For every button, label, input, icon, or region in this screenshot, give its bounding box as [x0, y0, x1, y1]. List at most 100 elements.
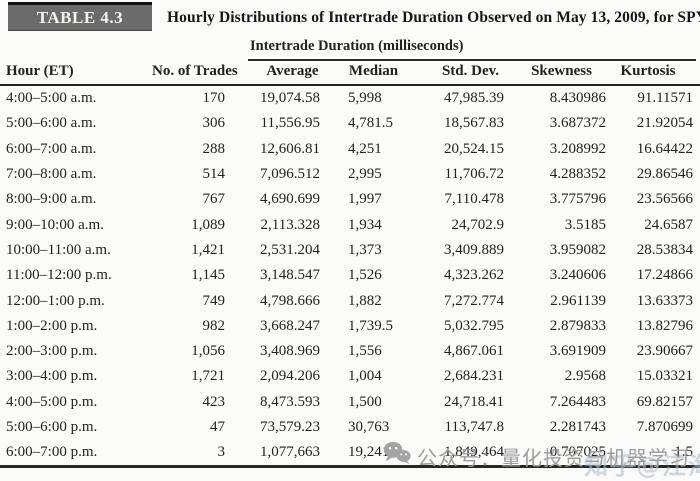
table-body: 4:00–5:00 a.m. 170 19,074.58 5,998 47,985.39… [0, 85, 700, 469]
value-cell: 19,074.58 [260, 90, 320, 107]
span-header-row: Intertrade Duration (milliseconds) [0, 38, 700, 59]
value-cell: 3.5185 [564, 216, 606, 233]
value-cell: 1,934 [348, 216, 382, 233]
hour-cell: 5:00–6:00 p.m. [6, 419, 98, 435]
value-cell: 3 [152, 440, 230, 469]
value-cell: 2.879833 [549, 317, 606, 334]
value-cell: 4,323.262 [444, 267, 504, 284]
span-header-intertrade-duration: Intertrade Duration (milliseconds) [250, 38, 464, 54]
table-row: 2:00–3:00 p.m. 1,056 3,408.969 1,556 4,867.0… [0, 339, 700, 364]
value-cell: 21.92054 [636, 115, 694, 132]
hour-cell: 10:00–11:00 a.m. [6, 241, 111, 258]
value-cell: 982 [202, 317, 226, 334]
value-cell: 7,272.774 [444, 292, 504, 309]
value-cell: 23.90667 [636, 343, 694, 360]
hour-cell: 1:00–2:00 p.m. [6, 317, 98, 334]
value-cell: 18,567.83 [444, 115, 504, 132]
value-cell: 2,113.328 [260, 216, 320, 233]
value-cell: 3.240606 [549, 267, 606, 284]
value-cell: 3,668.247 [260, 317, 320, 334]
column-header-hour: Hour (ET) [0, 59, 152, 86]
table-title: Hourly Distributions of Intertrade Durat… [167, 9, 700, 26]
hour-cell: 12:00–1:00 p.m. [6, 292, 105, 309]
hour-cell: 5:00–6:00 a.m. [6, 115, 97, 132]
value-cell: 3,408.969 [260, 343, 320, 360]
hour-cell: 4:00–5:00 p.m. [6, 393, 98, 410]
value-cell: 1,089 [191, 216, 225, 233]
value-cell: 12,606.81 [260, 140, 320, 157]
value-cell: 7.264483 [549, 393, 606, 410]
value-cell: 11,556.95 [260, 115, 320, 132]
column-header-median: Median [325, 59, 400, 86]
span-header-underline [248, 59, 696, 61]
column-header-row: Hour (ET) No. of Trades Average Median S… [0, 59, 700, 86]
value-cell: 5,998 [348, 90, 382, 107]
value-cell: 16.64422 [636, 140, 694, 157]
value-cell: 15.03321 [636, 368, 694, 385]
value-cell: 113,747.8 [444, 419, 504, 435]
value-cell: 3.691909 [549, 343, 606, 360]
value-cell: 4,798.666 [260, 292, 320, 309]
value-cell: 2,531.204 [260, 241, 320, 258]
value-cell: 3.208992 [549, 140, 606, 157]
value-cell: 1,500 [348, 393, 382, 410]
value-cell: 29.86546 [636, 166, 694, 183]
table-row: 8:00–9:00 a.m. 767 4,690.699 1,997 7,110.478… [0, 187, 700, 212]
value-cell: 423 [202, 393, 226, 410]
value-cell: 28.53834 [636, 241, 694, 258]
value-cell: 1,526 [348, 267, 382, 284]
column-header-average: Average [230, 59, 325, 86]
value-cell: 1.5 [608, 440, 700, 469]
value-cell: 23.56566 [636, 191, 694, 208]
value-cell: 2.281743 [549, 419, 606, 435]
value-cell: 3.959082 [549, 241, 606, 258]
value-cell: 91.11571 [637, 90, 694, 107]
value-cell: 170 [202, 90, 226, 107]
value-cell: 7,096.512 [260, 166, 320, 183]
value-cell: 73,579.23 [260, 419, 320, 435]
hour-cell: 9:00–10:00 a.m. [6, 216, 104, 233]
hour-cell: 2:00–3:00 p.m. [6, 343, 98, 360]
value-cell: 11,706.72 [444, 166, 504, 183]
value-cell: 0.707025 [507, 440, 608, 469]
value-cell: 20,524.15 [444, 140, 504, 157]
hour-cell: 3:00–4:00 p.m. [6, 368, 98, 385]
value-cell: 4,251 [348, 140, 382, 157]
table-row: 10:00–11:00 a.m. 1,421 2,531.204 1,373 3,409… [0, 238, 700, 263]
value-cell: 2,684.231 [444, 368, 504, 385]
value-cell: 2,094.206 [260, 368, 320, 385]
value-cell: 24,702.9 [451, 216, 505, 233]
span-header-spacer [0, 38, 230, 59]
value-cell: 8,473.593 [260, 393, 320, 410]
value-cell: 13.63373 [636, 292, 694, 309]
table-row: 4:00–5:00 p.m. 423 8,473.593 1,500 24,718.41… [0, 390, 700, 415]
value-cell: 1,145 [191, 267, 225, 284]
value-cell: 1,077,663 [230, 440, 325, 469]
hour-cell: 7:00–8:00 a.m. [6, 166, 97, 183]
table-row: 4:00–5:00 a.m. 170 19,074.58 5,998 47,985.39… [0, 85, 700, 111]
value-cell: 1,721 [191, 368, 225, 385]
value-cell: 1,556 [348, 343, 382, 360]
table-row: 6:00–7:00 a.m. 288 12,606.81 4,251 20,524.15… [0, 137, 700, 162]
value-cell: 2,995 [348, 166, 382, 183]
column-header-kurtosis: Kurtosis [608, 59, 700, 86]
table-row: 6:00–7:00 p.m. 3 1,077,663 19,241 1,849,464 0… [0, 440, 700, 469]
value-cell: 1,373 [348, 241, 382, 258]
value-cell: 1,739.5 [348, 317, 393, 334]
wechat-icon [383, 441, 411, 465]
value-cell: 47,985.39 [444, 90, 504, 107]
value-cell: 7,110.478 [444, 191, 504, 208]
table-row: 5:00–6:00 p.m. 47 73,579.23 30,763 113,747.8… [0, 415, 700, 440]
value-cell: 767 [202, 191, 226, 208]
column-header-trades: No. of Trades [152, 59, 238, 86]
table-row: 9:00–10:00 a.m. 1,089 2,113.328 1,934 24,702… [0, 212, 700, 237]
table-row: 7:00–8:00 a.m. 514 7,096.512 2,995 11,706.72… [0, 162, 700, 187]
table-row: 1:00–2:00 p.m. 982 3,668.247 1,739.5 5,032.7… [0, 314, 700, 339]
watermark-zhihu: 知乎@江海 [584, 452, 700, 480]
value-cell: 3.775796 [549, 191, 606, 208]
table-row: 12:00–1:00 p.m. 749 4,798.666 1,882 7,272.77… [0, 288, 700, 313]
value-cell: 3,148.547 [260, 267, 320, 284]
value-cell: 1,004 [348, 368, 382, 385]
value-cell: 288 [202, 140, 226, 157]
value-cell: 69.82157 [636, 393, 694, 410]
